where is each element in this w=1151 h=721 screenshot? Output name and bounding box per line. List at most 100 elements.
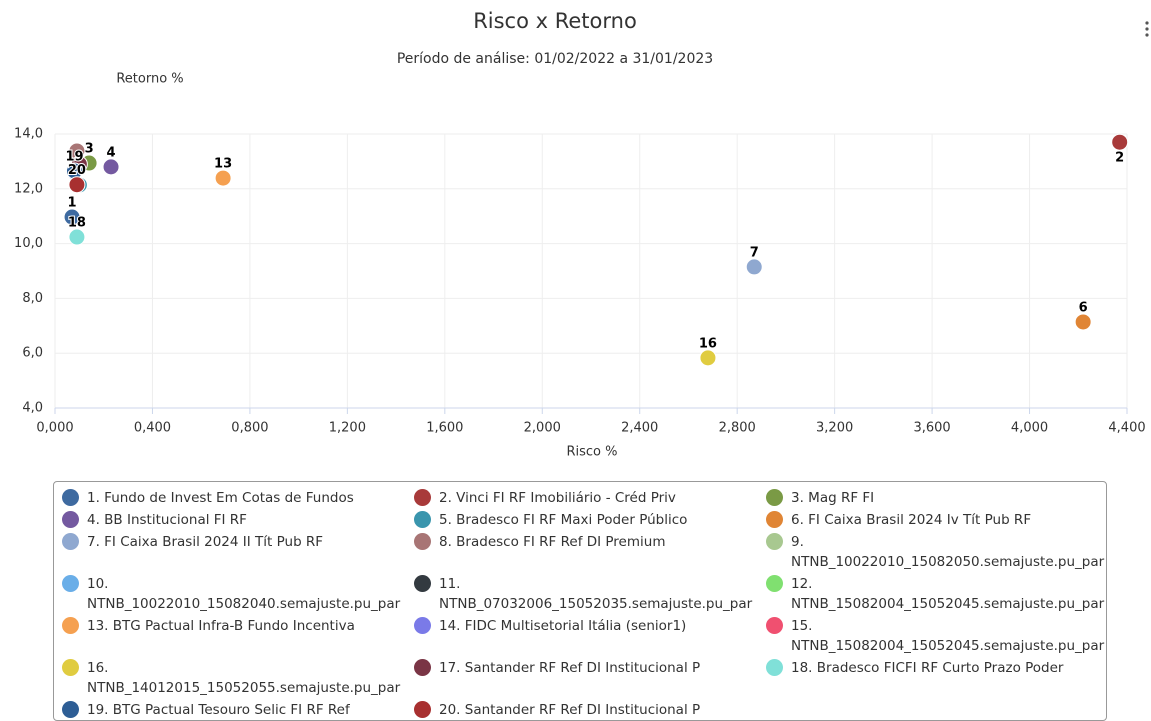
legend-label: 4. BB Institucional FI RF [87,512,247,528]
legend-item[interactable]: 16. NTNB_14012015_15052055.semajuste.pu_… [62,658,414,698]
point [745,258,763,276]
x-tick-label: 0,800 [231,421,268,436]
y-tick-label: 6,0 [22,346,43,361]
y-tick-label: 8,0 [22,291,43,306]
data-label: 3 [85,142,94,157]
legend-swatch [414,575,431,592]
data-label: 20 [68,163,86,178]
point [63,208,81,226]
legend-swatch [62,617,79,634]
y-tick-label: 10,0 [14,236,43,251]
legend-label: 13. BTG Pactual Infra-B Fundo Incentiva [87,618,355,634]
point [699,349,717,367]
x-tick-label: 4,400 [1108,421,1145,436]
legend-label: 20. Santander RF Ref DI Institucional P [439,702,701,718]
legend-item[interactable]: 8. Bradesco FI RF Ref DI Premium [414,532,766,572]
legend-label: 9. NTNB_10022010_15082050.semajuste.pu_p… [791,534,1105,570]
legend-label: 19. BTG Pactual Tesouro Selic FI RF Ref [87,702,350,718]
legend-label: 3. Mag RF FI [791,490,875,506]
data-label: 16 [699,336,717,351]
legend-swatch [62,659,79,676]
legend-item[interactable]: 10. NTNB_10022010_15082040.semajuste.pu_… [62,574,414,614]
legend-swatch [62,533,79,550]
legend-label: 18. Bradesco FICFI RF Curto Prazo Poder [791,660,1064,676]
menu-icon[interactable] [1145,21,1149,37]
legend-item[interactable]: 5. Bradesco FI RF Maxi Poder Público [414,510,766,530]
legend-label: 2. Vinci FI RF Imobiliário - Créd Priv [439,490,676,506]
x-tick-label: 3,600 [913,421,950,436]
data-label: 6 [1079,300,1088,315]
x-tick-label: 4,000 [1011,421,1048,436]
legend: 1. Fundo de Invest Em Cotas de Fundos 2. … [53,481,1107,721]
chart-subtitle: Período de análise: 01/02/2022 a 31/01/2… [397,51,713,67]
chart: Risco x Retorno Período de análise: 01/0… [14,9,1149,460]
legend-swatch [414,511,431,528]
legend-swatch [766,533,783,550]
legend-swatch [766,511,783,528]
legend-label: 14. FIDC Multisetorial Itália (senior1) [439,618,687,634]
legend-item[interactable]: 11. NTNB_07032006_15052035.semajuste.pu_… [414,574,766,614]
legend-swatch [414,533,431,550]
legend-swatch [766,617,783,634]
legend-item[interactable]: 2. Vinci FI RF Imobiliário - Créd Priv [414,488,766,508]
data-label: 1 [68,196,77,211]
x-tick-label: 2,800 [719,421,756,436]
legend-swatch [414,617,431,634]
point [68,176,86,194]
legend-item[interactable]: 17. Santander RF Ref DI Institucional P [414,658,766,698]
legend-label: 16. NTNB_14012015_15052055.semajuste.pu_… [87,660,401,696]
legend-label: 5. Bradesco FI RF Maxi Poder Público [439,512,688,528]
data-label: 13 [214,157,232,172]
chart-title: Risco x Retorno [473,9,637,33]
legend-swatch [414,489,431,506]
legend-item[interactable]: 1. Fundo de Invest Em Cotas de Fundos [62,488,414,508]
legend-label: 11. NTNB_07032006_15052035.semajuste.pu_… [439,576,753,612]
x-axis-label: Risco % [566,445,617,460]
legend-item[interactable]: 20. Santander RF Ref DI Institucional P [414,700,766,720]
legend-label: 8. Bradesco FI RF Ref DI Premium [439,534,666,550]
data-label: 19 [65,149,83,164]
legend-item[interactable]: 19. BTG Pactual Tesouro Selic FI RF Ref [62,700,414,720]
legend-item[interactable]: 13. BTG Pactual Infra-B Fundo Incentiva [62,616,414,656]
legend-item[interactable]: 7. FI Caixa Brasil 2024 II Tít Pub RF [62,532,414,572]
x-tick-label: 0,400 [134,421,171,436]
legend-swatch [414,701,431,718]
y-tick-label: 14,0 [14,127,43,142]
point [1111,133,1129,151]
x-tick-label: 2,000 [524,421,561,436]
legend-swatch [766,659,783,676]
legend-swatch [62,701,79,718]
y-tick-label: 12,0 [14,181,43,196]
legend-item[interactable]: 14. FIDC Multisetorial Itália (senior1) [414,616,766,656]
legend-item[interactable]: 9. NTNB_10022010_15082050.semajuste.pu_p… [766,532,1106,572]
legend-swatch [414,659,431,676]
legend-swatch [766,575,783,592]
x-tick-label: 2,400 [621,421,658,436]
legend-label: 7. FI Caixa Brasil 2024 II Tít Pub RF [87,534,324,550]
legend-item[interactable]: 3. Mag RF FI [766,488,1106,508]
legend-label: 15. NTNB_15082004_15052045.semajuste.pu_… [791,618,1105,654]
x-tick-label: 1,200 [329,421,366,436]
legend-item[interactable]: 6. FI Caixa Brasil 2024 Iv Tít Pub RF [766,510,1106,530]
legend-label: 12. NTNB_15082004_15052045.semajuste.pu_… [791,576,1105,612]
legend-swatch [62,489,79,506]
legend-label: 6. FI Caixa Brasil 2024 Iv Tít Pub RF [791,512,1032,528]
point [68,228,86,246]
data-label: 2 [1115,151,1124,166]
legend-label: 17. Santander RF Ref DI Institucional P [439,660,701,676]
legend-swatch [62,511,79,528]
x-tick-label: 1,600 [426,421,463,436]
point [102,158,120,176]
legend-item[interactable]: 12. NTNB_15082004_15052045.semajuste.pu_… [766,574,1106,614]
point [214,169,232,187]
y-axis-label: Retorno % [116,72,183,87]
y-tick-label: 4,0 [22,401,43,416]
legend-swatch [62,575,79,592]
legend-item[interactable]: 18. Bradesco FICFI RF Curto Prazo Poder [766,658,1106,698]
legend-item[interactable]: 15. NTNB_15082004_15052045.semajuste.pu_… [766,616,1106,656]
legend-swatch [766,489,783,506]
x-tick-label: 0,000 [36,421,73,436]
legend-item[interactable]: 4. BB Institucional FI RF [62,510,414,530]
legend-label: 1. Fundo de Invest Em Cotas de Fundos [87,490,354,506]
